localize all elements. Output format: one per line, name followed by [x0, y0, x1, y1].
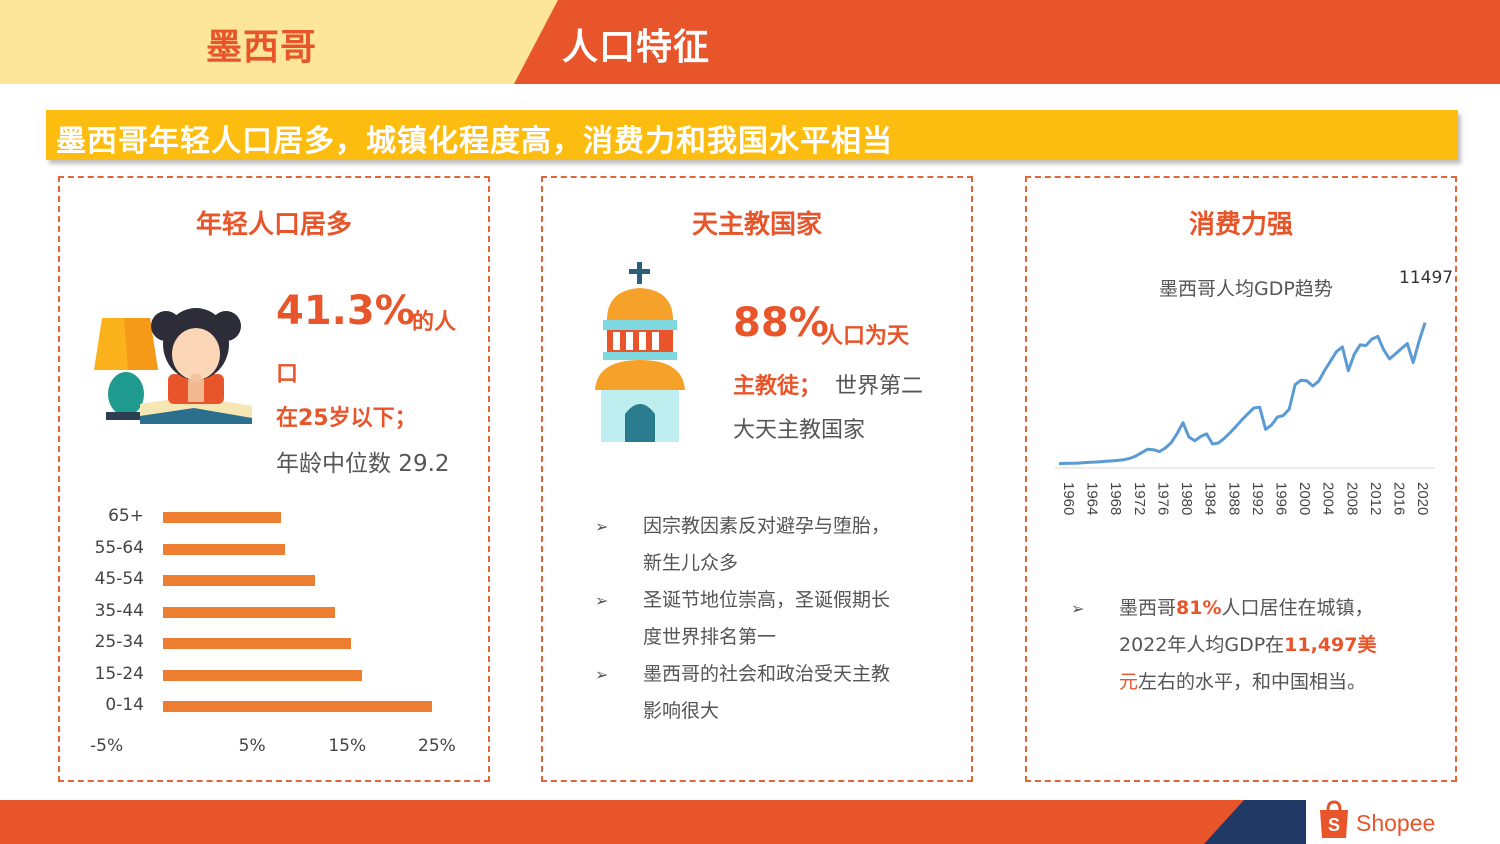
bullet-text: 新生儿众多: [643, 552, 739, 574]
list-item: ➢ 因宗教因素反对避孕与堕胎， 新生儿众多: [595, 508, 955, 582]
bar: [163, 575, 316, 586]
bullet-highlight: 元: [1119, 671, 1139, 693]
stat-suffix: 的人: [412, 310, 457, 335]
bar: [163, 638, 352, 649]
x-tick-label: 2012: [1367, 482, 1384, 515]
consumption-bullet-list: ➢ 墨西哥81%人口居住在城镇， 2022年人均GDP在11,497美 元左右的…: [1071, 590, 1451, 701]
stat-percent: 88%: [733, 300, 829, 346]
x-tick-label: 1988: [1225, 482, 1242, 515]
svg-text:S: S: [1328, 815, 1340, 835]
bar: [163, 669, 363, 681]
card-young-population: 年轻人口居多 41.3% 的人 口 在25岁以下； 年龄中位数 29.2 65+…: [58, 176, 490, 782]
stat-line2-highlight: 主教徒；: [733, 374, 822, 399]
header-right-panel: [514, 0, 1500, 84]
x-tick-label: 1992: [1249, 482, 1266, 515]
headline-banner: 墨西哥年轻人口居多，城镇化程度高，消费力和我国水平相当: [46, 110, 1458, 160]
bar-category-label: 55-64: [94, 537, 144, 558]
bar-category-label: 15-24: [94, 663, 144, 684]
x-tick-label: 15%: [328, 736, 367, 756]
shopee-logo-text: Shopee: [1356, 810, 1436, 836]
bar-category-label: 45-54: [94, 569, 144, 589]
header-section-title: 人口特征: [562, 27, 711, 68]
bullet-text: 圣诞节地位崇高，圣诞假期长: [643, 589, 891, 611]
stat-line3: 在25岁以下；: [276, 406, 417, 431]
x-tick-label: 1976: [1154, 482, 1171, 515]
bullet-text: 影响很大: [643, 700, 720, 722]
gdp-series-line: [1058, 322, 1427, 466]
list-item: ➢ 圣诞节地位崇高，圣诞假期长 度世界排名第一: [595, 582, 955, 656]
x-tick-label: 1968: [1107, 482, 1124, 515]
arrow-bullet-icon: ➢: [1071, 599, 1085, 618]
arrow-bullet-icon: ➢: [595, 591, 609, 610]
bullet-highlight: 81%: [1176, 597, 1222, 619]
bullet-highlight: 11,497美: [1284, 634, 1377, 656]
bullet-text: 墨西哥: [1119, 597, 1177, 619]
x-tick-label: 1980: [1178, 482, 1195, 515]
bar-category-label: 0-14: [105, 695, 144, 715]
bar-category-label: 65+: [108, 506, 144, 526]
x-tick-label: 2008: [1343, 482, 1360, 515]
card-title: 消费力强: [1188, 210, 1293, 240]
card-title: 年轻人口居多: [195, 210, 352, 240]
bullet-text: 左右的水平，和中国相当。: [1138, 671, 1367, 693]
card-consumption-power: 消费力强 墨西哥人均GDP趋势 11497 1960 1964 1968 1972 19…: [1025, 176, 1457, 782]
bullet-text: 人口居住在城镇，: [1221, 597, 1374, 619]
bar: [163, 543, 285, 555]
list-item: ➢ 墨西哥81%人口居住在城镇， 2022年人均GDP在11,497美 元左右的…: [1071, 590, 1451, 701]
bullet-line-3: 元左右的水平，和中国相当。: [1119, 664, 1451, 701]
headline-text: 墨西哥年轻人口居多，城镇化程度高，消费力和我国水平相当: [56, 124, 893, 159]
arrow-bullet-icon: ➢: [595, 517, 609, 536]
girl-reading-icon: [94, 308, 252, 424]
bullet-line-1: 墨西哥81%人口居住在城镇，: [1119, 590, 1451, 627]
x-tick-label: 1996: [1273, 482, 1290, 515]
bullet-text: 因宗教因素反对避孕与堕胎，: [643, 515, 891, 537]
bullet-text: 度世界排名第一: [643, 626, 777, 648]
list-item: ➢ 墨西哥的社会和政治受天主教 影响很大: [595, 656, 955, 730]
stat-line2: 口: [276, 362, 299, 387]
church-icon: [595, 262, 685, 442]
x-tick-label: 1972: [1131, 482, 1148, 515]
card-catholic-country: 天主教国家 88% 人口为天 主教徒； 世界第二 大天主教国家 ➢ 因宗教因素反…: [541, 176, 973, 782]
stat-line4: 年龄中位数 29.2: [276, 451, 450, 477]
bar-category-label: 25-34: [94, 632, 144, 652]
x-tick-label: 1960: [1060, 482, 1077, 515]
x-tick-label: 2016: [1391, 482, 1408, 515]
catholic-bullet-list: ➢ 因宗教因素反对避孕与堕胎， 新生儿众多 ➢ 圣诞节地位崇高，圣诞假期长 度世…: [595, 508, 955, 730]
stat-percent: 41.3%: [276, 288, 415, 334]
card-title: 天主教国家: [691, 210, 822, 240]
x-tick-label: 2004: [1320, 482, 1337, 515]
bar: [163, 701, 432, 712]
x-tick-label: 5%: [238, 736, 266, 756]
header-country: 墨西哥: [206, 27, 318, 68]
x-tick-label: -5%: [90, 736, 124, 756]
stat-line3: 大天主教国家: [733, 418, 866, 443]
bar: [163, 512, 282, 523]
bullet-text: 墨西哥的社会和政治受天主教: [643, 663, 891, 685]
bar-category-label: 35-44: [94, 600, 144, 621]
chart-end-label: 11497: [1399, 268, 1454, 288]
bullet-text: 2022年人均GDP在: [1119, 634, 1285, 656]
arrow-bullet-icon: ➢: [595, 665, 609, 684]
x-tick-label: 1964: [1084, 482, 1101, 515]
header-left-panel: [0, 0, 560, 84]
stat-line2-rest: 世界第二: [835, 374, 924, 399]
x-tick-label: 25%: [418, 736, 456, 756]
x-tick-label: 2000: [1296, 482, 1313, 515]
bar: [163, 606, 336, 618]
gdp-trend-chart: 1960 1964 1968 1972 1976 1980 1984 1988 1992 1996…: [1055, 322, 1435, 515]
x-tick-label: 1984: [1202, 482, 1219, 515]
x-tick-label: 2020: [1414, 482, 1431, 515]
shopee-bag-icon: S: [1320, 800, 1348, 838]
bullet-line-2: 2022年人均GDP在11,497美: [1119, 627, 1451, 664]
chart-title: 墨西哥人均GDP趋势: [1159, 278, 1333, 300]
stat-suffix: 人口为天: [821, 324, 910, 349]
